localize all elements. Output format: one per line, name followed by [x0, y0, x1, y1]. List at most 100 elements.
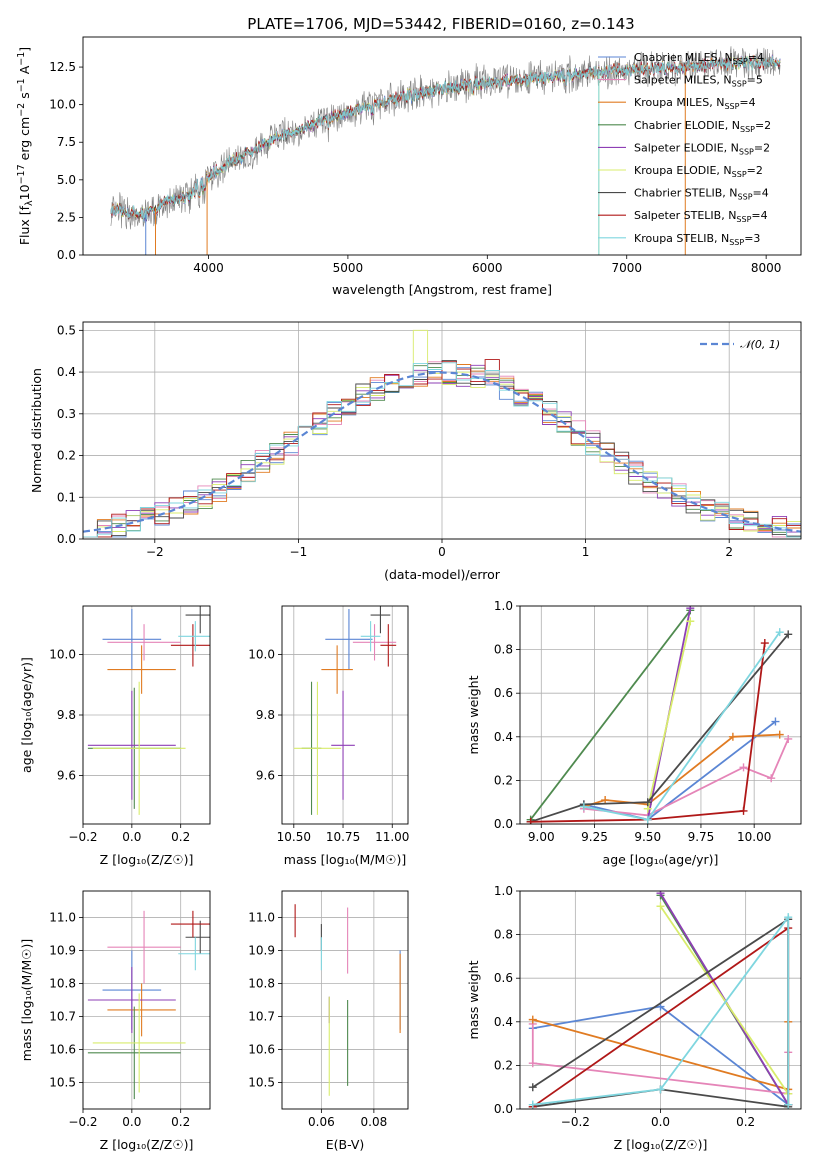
- chart-age_vs_mass: 10.50 10.75 11.00 9.6 9.8 10.0: [248, 605, 409, 844]
- legend-sub: SSP: [740, 125, 755, 134]
- y-axis-label-part: Flux [f: [17, 205, 32, 245]
- y-tick-label: 5.0: [57, 173, 76, 187]
- legend-label: Chabrier STELIB, N: [634, 187, 738, 200]
- spectrum-model-kroupa-stelib: [110, 55, 781, 222]
- x-tick-label: 10.75: [326, 830, 360, 844]
- x-tick-label: 7000: [611, 261, 642, 275]
- x-tick-label: 0.0: [122, 830, 141, 844]
- legend-entry: Salpeter STELIB, NSSP=4: [634, 209, 768, 224]
- legend-label: Kroupa ELODIE, N: [634, 164, 732, 177]
- histogram-step-salpeter-stelib: [83, 359, 801, 538]
- weight-marker: [686, 606, 695, 613]
- legend-label: Salpeter ELODIE, N: [634, 141, 739, 154]
- axes-frame: [82, 36, 802, 256]
- weight-marker: [656, 902, 665, 911]
- y-tick-label: 0.0: [494, 1102, 513, 1116]
- y-tick-label: 0.0: [494, 817, 513, 831]
- legend-sub: SSP: [729, 238, 744, 247]
- weight-marker: [528, 1015, 537, 1024]
- x-tick-label: 8000: [751, 261, 782, 275]
- y-tick-label: 10.6: [248, 1043, 275, 1057]
- y-tick-label: 10.9: [248, 943, 275, 957]
- legend-sub: SSP: [733, 57, 748, 66]
- y-tick-label: 0.2: [494, 773, 513, 787]
- x-tick-label: 9.00: [528, 830, 555, 844]
- weight-line-salpeter-stelib: [530, 642, 766, 823]
- y-tick-label: 7.5: [57, 135, 76, 149]
- legend-count: =4: [751, 209, 767, 222]
- legend-count: =2: [755, 119, 771, 132]
- legend-entry: Chabrier ELODIE, NSSP=2: [634, 119, 771, 134]
- y-axis-label-part: −2: [16, 103, 27, 117]
- y-axis-label: Normed distribution: [29, 368, 44, 493]
- y-axis-label: mass weight: [466, 675, 481, 754]
- legend-sub: SSP: [724, 102, 739, 111]
- legend-label: Chabrier MILES, N: [634, 51, 733, 64]
- legend-label: Kroupa STELIB, N: [634, 232, 729, 245]
- y-tick-label: 10.5: [248, 1076, 275, 1090]
- y-axis-label-part: −17: [16, 164, 27, 184]
- axes-frame: [82, 605, 211, 825]
- spectrum-data-line: [110, 46, 781, 230]
- y-tick-label: 9.6: [57, 769, 76, 783]
- y-tick-label: 0.4: [57, 365, 76, 379]
- y-tick-label: 0.3: [57, 407, 76, 421]
- x-tick-label: 0: [438, 545, 446, 559]
- chart-spectrum: 4000 5000 6000 7000 8000 0.0 2.5 5.0 7.5 10.0 12.5: [49, 36, 802, 275]
- axes-frame: [519, 890, 802, 1110]
- y-tick-label: 0.6: [494, 971, 513, 985]
- weight-marker: [656, 1085, 665, 1094]
- legend-count: =3: [744, 232, 760, 245]
- y-tick-label: 0.0: [57, 248, 76, 262]
- weight-marker: [579, 802, 588, 811]
- legend-label: Kroupa MILES, N: [634, 96, 724, 109]
- grid: [282, 891, 408, 1109]
- y-tick-label: 0.8: [494, 928, 513, 942]
- y-tick-label: 0.4: [494, 730, 513, 744]
- x-tick-label: 10.00: [737, 830, 771, 844]
- weight-marker: [528, 1083, 537, 1092]
- histogram-step-kroupa-stelib: [83, 362, 801, 538]
- plot-area: [83, 329, 801, 538]
- legend-count: =4: [753, 187, 769, 200]
- x-tick-label: 0.2: [736, 1115, 755, 1129]
- x-axis-label: age [log₁₀(age/yr)]: [603, 852, 719, 867]
- y-axis-label-part: erg cm: [17, 117, 32, 165]
- x-tick-label: 0.2: [171, 830, 190, 844]
- weight-marker: [601, 796, 610, 805]
- y-tick-label: 1.0: [494, 884, 513, 898]
- x-axis-label: mass [log₁₀(M/M☉)]: [284, 852, 406, 867]
- y-tick-label: 11.0: [248, 910, 275, 924]
- y-tick-label: 10.9: [49, 943, 76, 957]
- weight-marker: [528, 1100, 537, 1109]
- y-tick-label: 9.8: [256, 708, 275, 722]
- axes-frame: [281, 605, 409, 825]
- x-tick-label: −0.2: [561, 1115, 590, 1129]
- x-tick-label: −2: [146, 545, 164, 559]
- x-tick-label: 0.0: [651, 1115, 670, 1129]
- x-tick-label: 9.75: [688, 830, 715, 844]
- x-axis-label: Z [log₁₀(Z/Z☉)]: [614, 1137, 708, 1152]
- y-tick-label: 0.5: [57, 323, 76, 337]
- y-tick-label: 0.2: [57, 449, 76, 463]
- y-axis-label: age [log₁₀(age/yr)]: [19, 657, 34, 773]
- axes-frame: [82, 321, 802, 540]
- weight-marker: [775, 730, 784, 739]
- chart-mass_vs_EBV: 0.06 0.08 10.5 10.6 10.7 10.8 10.9 11.0: [248, 890, 409, 1129]
- legend-entry: Salpeter MILES, NSSP=5: [634, 74, 763, 89]
- weight-marker: [760, 639, 769, 648]
- x-tick-label: −0.2: [68, 830, 97, 844]
- legend-label: Salpeter STELIB, N: [634, 209, 736, 222]
- weight-marker: [784, 1100, 793, 1109]
- weight-marker: [784, 734, 793, 743]
- y-tick-label: 10.0: [49, 98, 76, 112]
- plot-area: [110, 46, 781, 255]
- plot-area: [293, 606, 397, 815]
- weight-marker: [771, 717, 780, 726]
- weight-line-chabrier-elodie: [529, 609, 692, 821]
- y-tick-label: 10.7: [248, 1010, 275, 1024]
- plot-area: [294, 904, 401, 1096]
- y-axis-label-part: λ: [24, 200, 35, 206]
- weight-marker: [775, 628, 784, 637]
